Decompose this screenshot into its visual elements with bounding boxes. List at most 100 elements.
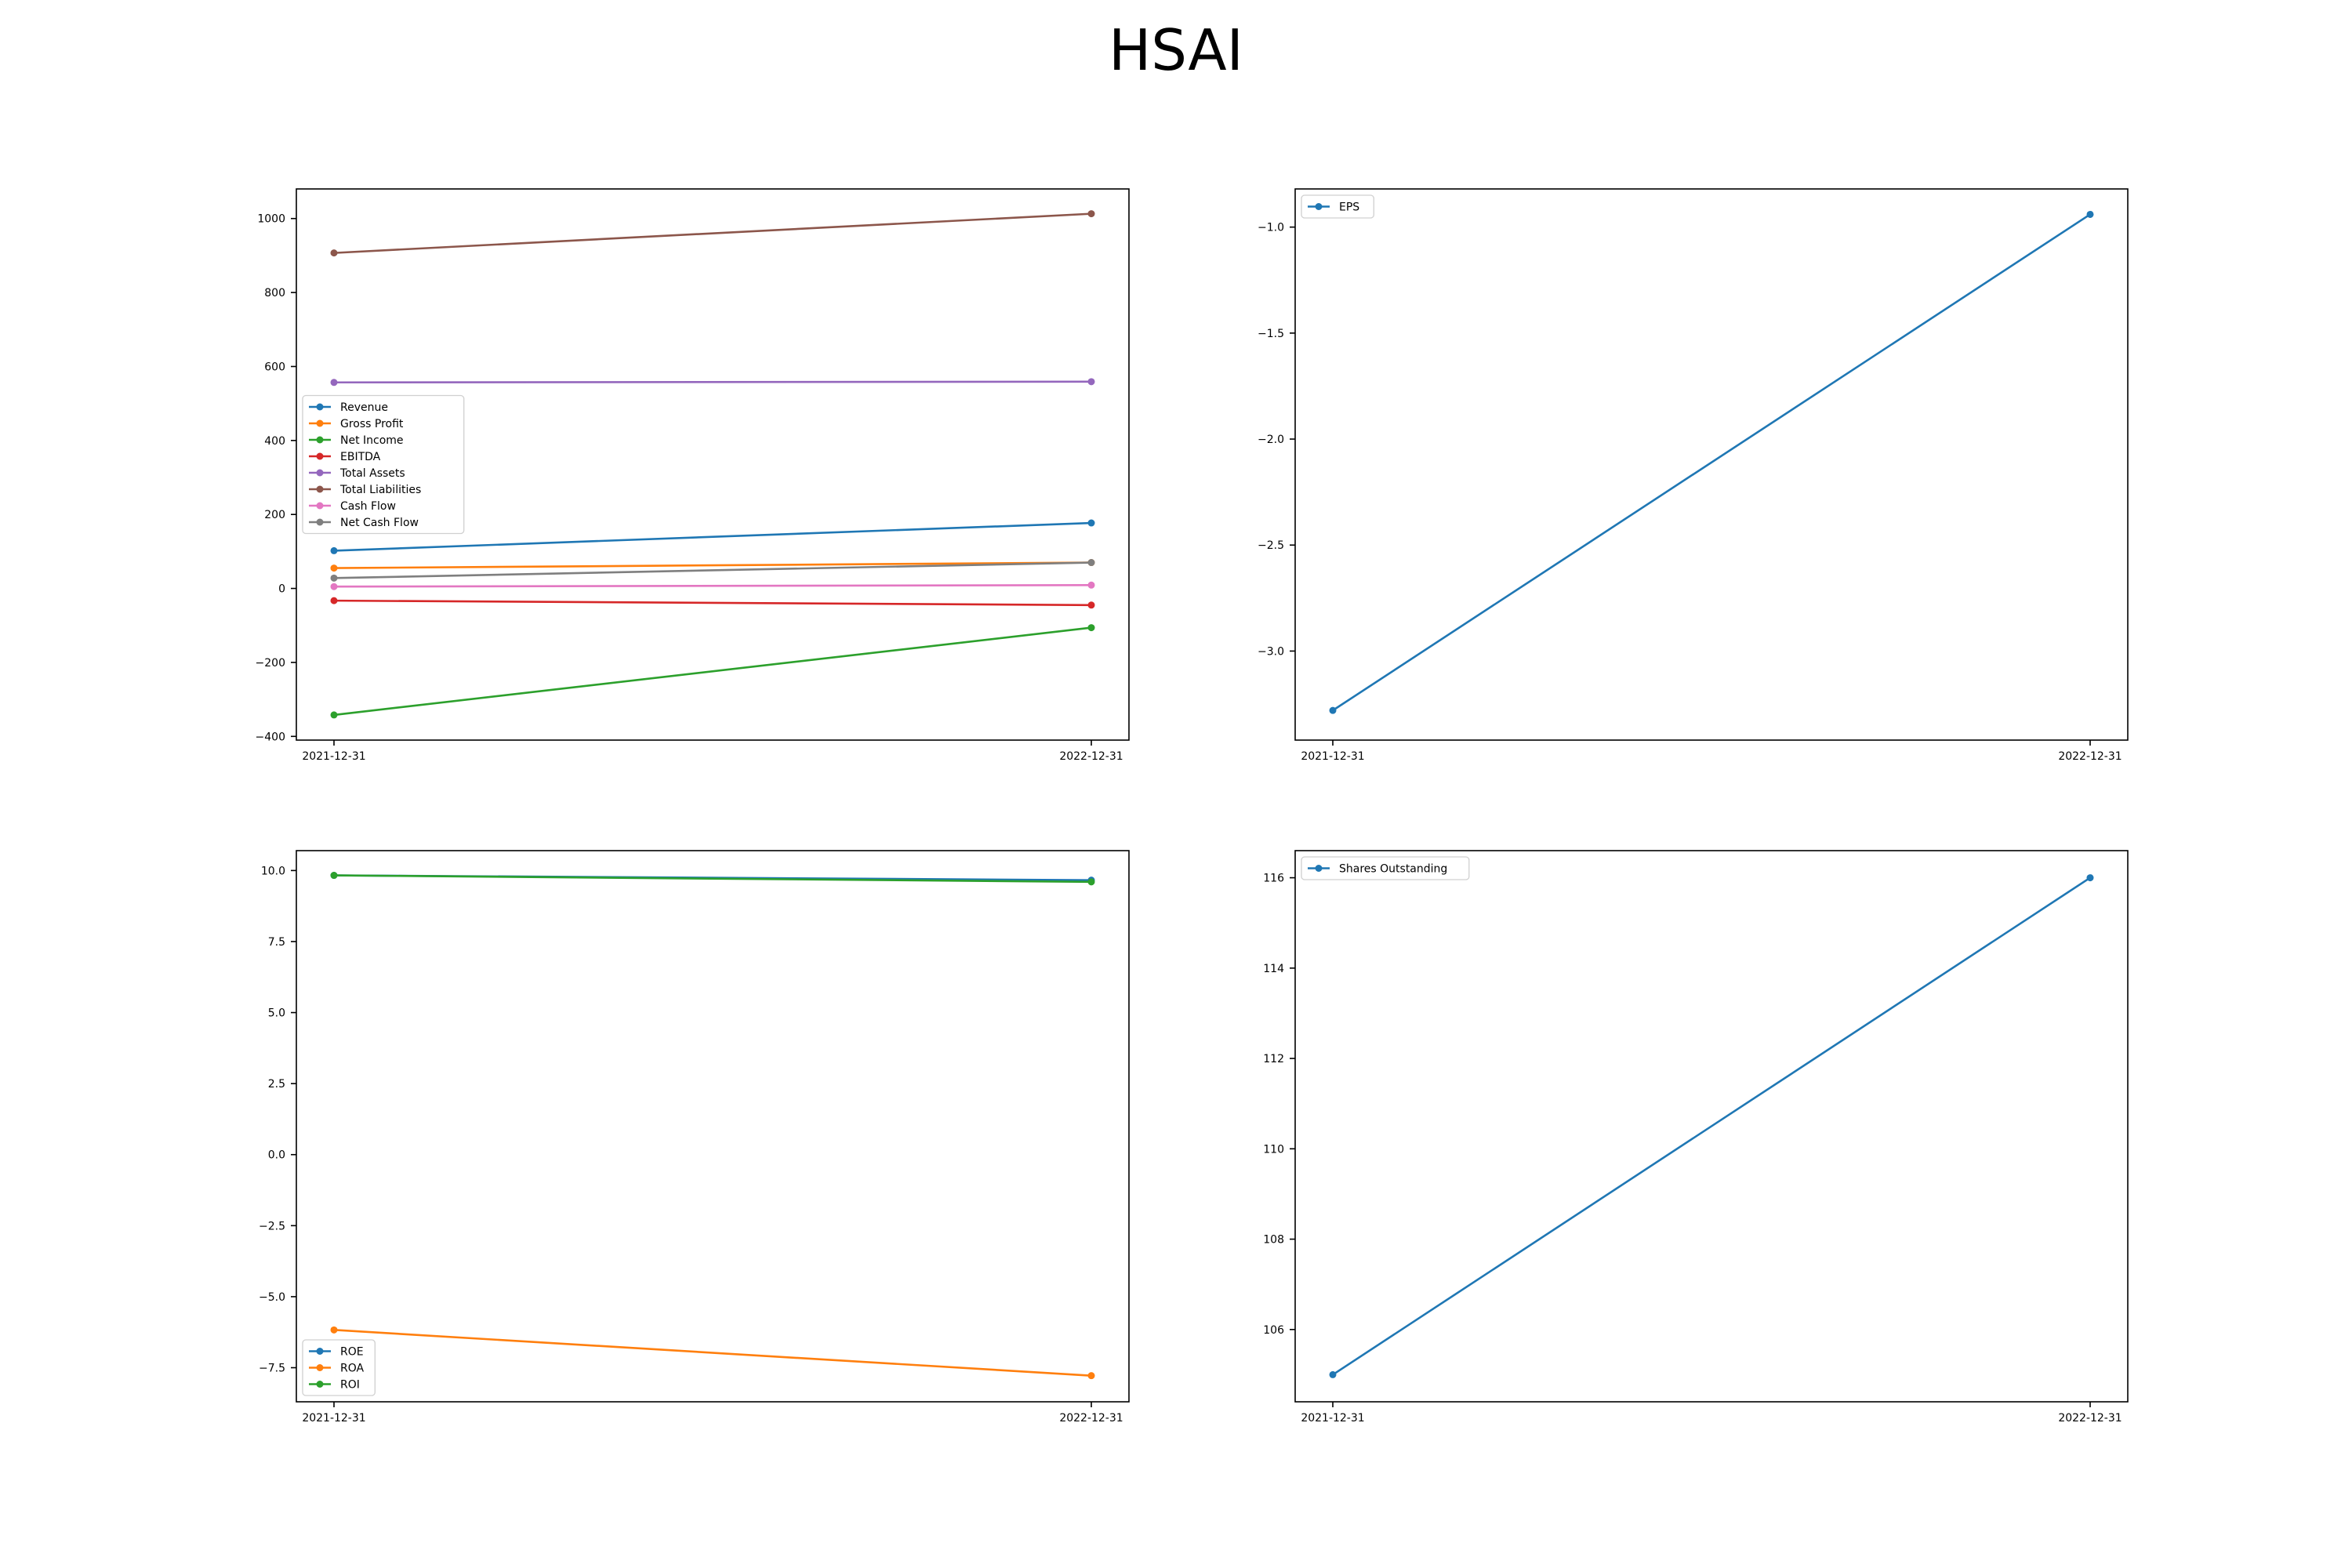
y-tick-label: 7.5 — [268, 936, 285, 949]
legend: Shares Outstanding — [1301, 856, 1470, 880]
series-cash-flow — [330, 581, 1095, 590]
y-tick-label: 112 — [1263, 1053, 1284, 1065]
y-tick-label: −1.5 — [1258, 328, 1284, 340]
legend-label: Total Liabilities — [339, 484, 421, 496]
series-line — [333, 584, 1092, 588]
plot-frame — [296, 850, 1130, 1403]
series-revenue — [330, 519, 1095, 554]
series-ebitda — [330, 597, 1095, 609]
plot-frame — [296, 188, 1130, 741]
data-point — [330, 583, 338, 590]
x-tick-label: 2021-12-31 — [1301, 1412, 1364, 1425]
series-line — [333, 626, 1092, 717]
y-tick-label: −3.0 — [1258, 645, 1284, 658]
series-total-assets — [330, 378, 1095, 387]
legend-label: Gross Profit — [340, 418, 404, 430]
legend-marker — [316, 419, 324, 427]
series-line — [333, 874, 1092, 884]
data-point — [330, 379, 338, 387]
legend-label: Revenue — [340, 401, 388, 414]
y-tick-label: −2.5 — [259, 1220, 285, 1232]
data-point — [330, 249, 338, 257]
x-tick-label: 2021-12-31 — [302, 750, 365, 763]
legend-label: Shares Outstanding — [1339, 863, 1447, 876]
y-tick-label: 5.0 — [268, 1007, 285, 1020]
series-shares-outstanding — [1329, 874, 2094, 1378]
y-tick-label: −1.0 — [1258, 222, 1284, 234]
legend-label: EPS — [1339, 201, 1359, 214]
series-line — [1332, 213, 2091, 712]
legend: Revenue Gross Profit Net Income EBITDA Total… — [302, 394, 465, 535]
legend: EPS — [1301, 194, 1374, 219]
series-net-cash-flow — [330, 559, 1095, 582]
y-tick-label: −7.5 — [259, 1363, 285, 1375]
y-tick-label: −5.0 — [259, 1291, 285, 1304]
legend-label: Cash Flow — [340, 500, 396, 513]
data-point — [330, 574, 338, 582]
data-point — [1087, 559, 1095, 567]
legend: ROE ROA ROI — [302, 1339, 376, 1396]
y-tick-label: 10.0 — [261, 865, 285, 877]
series-line — [1332, 877, 2091, 1376]
y-tick-label: 2.5 — [268, 1078, 285, 1091]
series-line — [333, 521, 1092, 552]
legend-label: ROE — [340, 1346, 364, 1359]
data-point — [1087, 581, 1095, 589]
legend-label: Net Cash Flow — [340, 517, 419, 529]
legend-label: ROI — [340, 1379, 360, 1392]
y-tick-label: 114 — [1263, 963, 1284, 975]
plot-frame — [1294, 850, 2129, 1403]
data-point — [1087, 1372, 1095, 1380]
data-point — [1087, 210, 1095, 218]
y-tick-label: 200 — [264, 509, 285, 521]
y-tick-label: −200 — [256, 657, 285, 670]
series-roa — [330, 1326, 1095, 1380]
figure-title: HSAI — [1109, 17, 1243, 83]
y-tick-label: −400 — [256, 731, 285, 743]
legend-marker — [316, 436, 324, 444]
y-tick-label: 110 — [1263, 1143, 1284, 1156]
series-total-liabilities — [330, 210, 1095, 257]
legend-marker — [316, 1364, 324, 1371]
legend-label: ROA — [340, 1363, 365, 1375]
series-line — [333, 380, 1092, 384]
y-tick-label: 106 — [1263, 1324, 1284, 1337]
data-point — [1087, 378, 1095, 386]
series-line — [333, 1329, 1092, 1377]
series-net-income — [330, 624, 1095, 719]
legend-marker — [316, 485, 324, 493]
legend-marker — [316, 502, 324, 510]
y-tick-label: 0.0 — [268, 1149, 285, 1162]
x-tick-label: 2022-12-31 — [2058, 750, 2122, 763]
legend-marker — [316, 452, 324, 460]
y-tick-label: −2.0 — [1258, 434, 1284, 446]
data-point — [1329, 1370, 1337, 1378]
data-point — [330, 872, 338, 880]
y-tick-label: 400 — [264, 435, 285, 448]
data-point — [330, 564, 338, 572]
legend-box — [1301, 856, 1470, 880]
chart-panel-4: 106 108 110 112 114 116 2021-12-31 2022-12-31 Sh… — [1263, 850, 2129, 1425]
data-point — [330, 1326, 338, 1334]
y-tick-label: 600 — [264, 361, 285, 373]
data-point — [1087, 878, 1095, 886]
x-tick-label: 2021-12-31 — [302, 1412, 365, 1425]
series-eps — [1329, 210, 2094, 714]
legend-marker — [316, 518, 324, 526]
y-tick-label: 800 — [264, 287, 285, 299]
legend-marker — [1315, 203, 1323, 210]
chart-panel-2: −3.0 −2.5 −2.0 −1.5 −1.0 2021-12-31 2022-12-31… — [1258, 188, 2129, 763]
data-point — [1329, 706, 1337, 714]
x-tick-label: 2022-12-31 — [2058, 1412, 2122, 1425]
data-point — [330, 546, 338, 554]
data-point — [330, 597, 338, 604]
y-tick-label: 0 — [278, 583, 285, 596]
series-line — [333, 561, 1092, 569]
data-point — [1087, 624, 1095, 632]
x-tick-label: 2022-12-31 — [1059, 1412, 1123, 1425]
legend-marker — [316, 469, 324, 477]
y-tick-label: −2.5 — [1258, 539, 1284, 552]
legend-marker — [316, 1348, 324, 1355]
data-point — [2086, 210, 2094, 218]
